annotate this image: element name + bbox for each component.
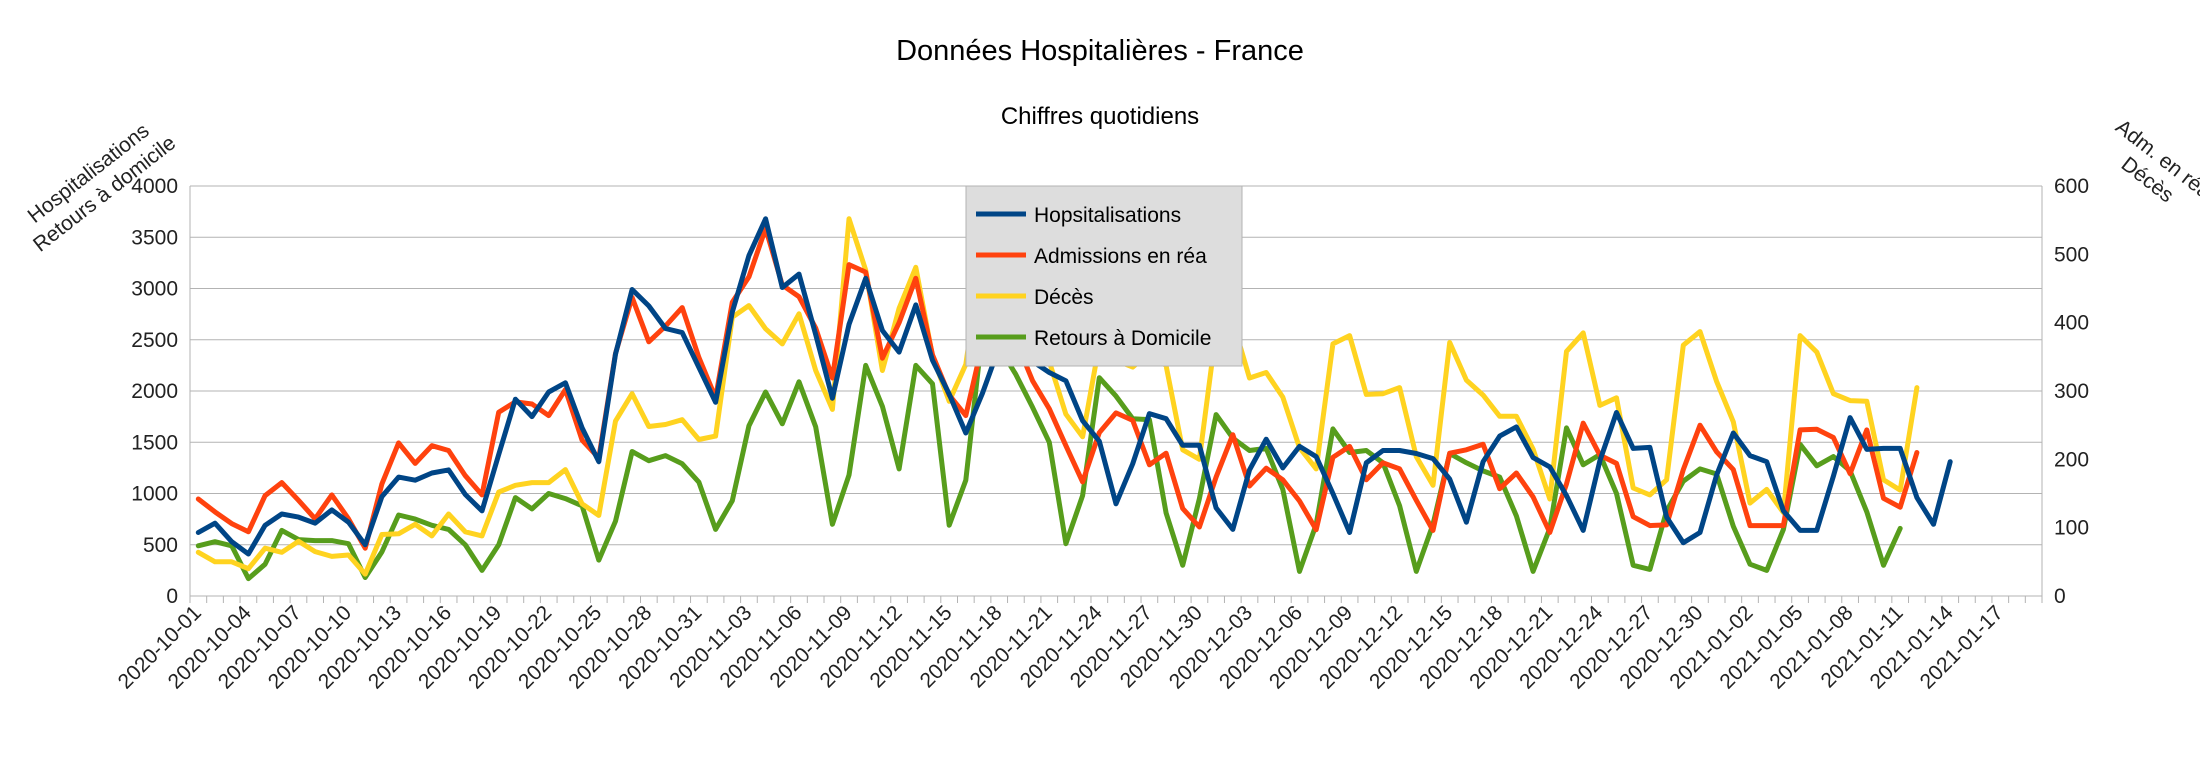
left-tick-label: 2500 — [131, 329, 178, 352]
right-axis-ticks: 0 100 200 300 400 500 600 — [2054, 175, 2089, 608]
legend-label-deces: Décès — [1034, 286, 1094, 309]
right-tick-label: 400 — [2054, 312, 2089, 335]
right-axis-title: Adm. en réa Décès — [2111, 115, 2200, 207]
right-tick-label: 200 — [2054, 448, 2089, 471]
right-tick-label: 500 — [2054, 243, 2089, 266]
right-tick-label: 300 — [2054, 380, 2089, 403]
series-retours-domicile-line — [195, 328, 1903, 582]
left-tick-label: 4000 — [131, 175, 178, 198]
series-admissions-rea-line — [195, 225, 1920, 551]
left-axis-ticks: 0 500 1000 1500 2000 2500 3000 3500 4000 — [131, 175, 178, 608]
series-hospitalisations-line — [195, 216, 1953, 557]
left-tick-label: 1000 — [131, 483, 178, 506]
right-tick-label: 100 — [2054, 517, 2089, 540]
legend-label-retours-domicile: Retours à Domicile — [1034, 327, 1211, 350]
legend-label-admissions-rea: Admissions en réa — [1034, 245, 1207, 268]
right-tick-label: 0 — [2054, 585, 2066, 608]
chart-title: Données Hospitalières - France — [896, 35, 1304, 67]
left-tick-label: 2000 — [131, 380, 178, 403]
left-tick-label: 3500 — [131, 226, 178, 249]
series-lines — [195, 216, 1953, 582]
left-tick-label: 3000 — [131, 278, 178, 301]
left-tick-label: 500 — [143, 534, 178, 557]
legend: Hopsitalisations Admissions en réa Décès… — [965, 185, 1243, 367]
x-axis-ticks: 2020-10-012020-10-042020-10-072020-10-10… — [114, 601, 2008, 693]
left-tick-label: 0 — [166, 585, 178, 608]
left-tick-label: 1500 — [131, 431, 178, 454]
series-deces-line — [195, 216, 1920, 577]
chart-subtitle: Chiffres quotidiens — [1001, 103, 1199, 130]
legend-label-hospitalisations: Hopsitalisations — [1034, 204, 1181, 227]
right-tick-label: 600 — [2054, 175, 2089, 198]
